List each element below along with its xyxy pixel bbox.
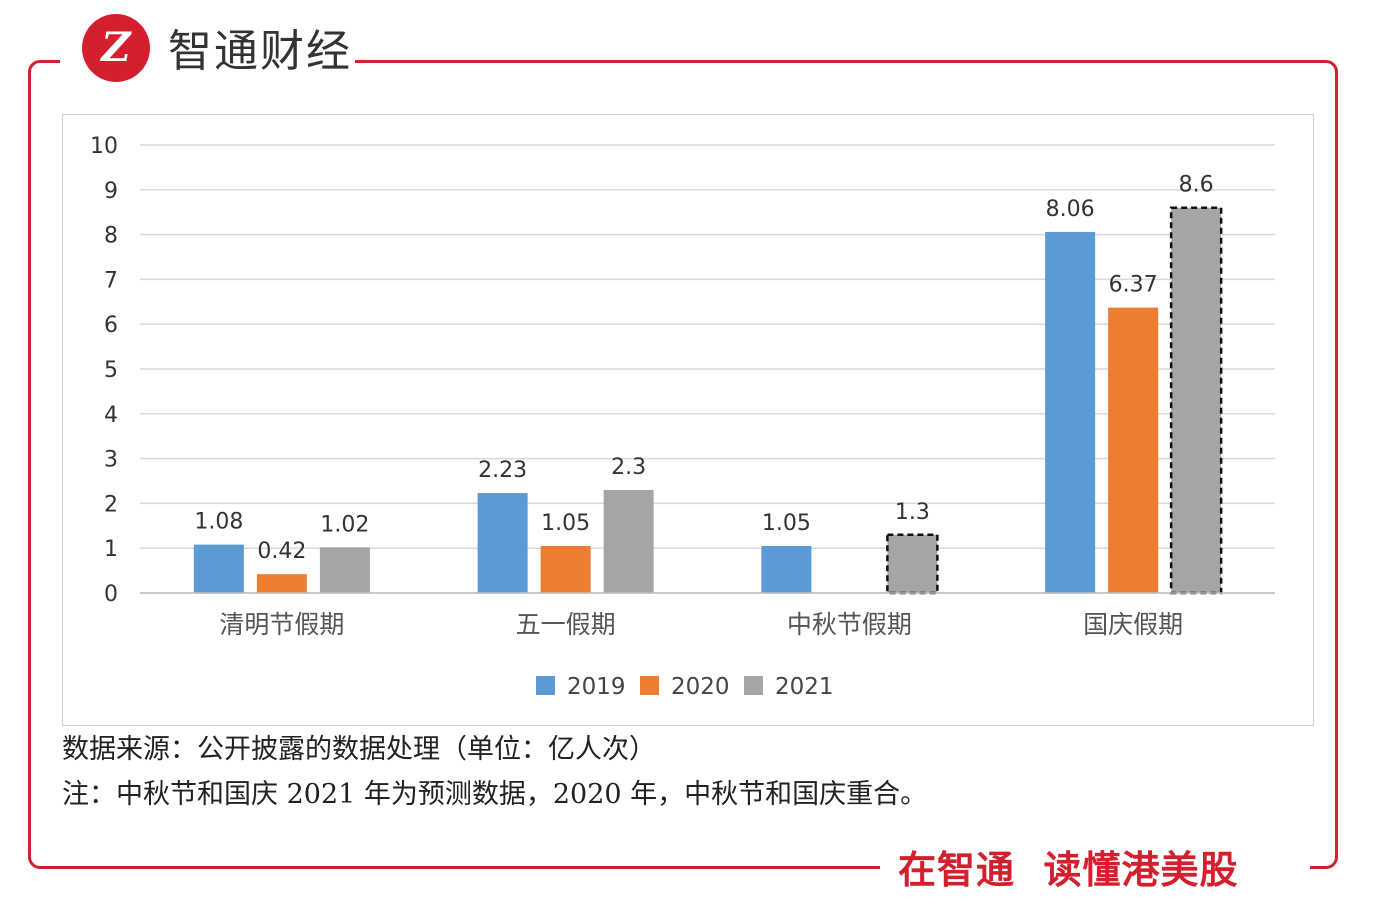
bar-2020 [256, 574, 307, 593]
data-label: 1.05 [541, 511, 590, 536]
bar-2019 [761, 545, 812, 593]
remark-note: 注：中秋节和国庆 2021 年为预测数据，2020 年，中秋节和国庆重合。 [62, 779, 928, 810]
legend-label: 2021 [775, 674, 834, 700]
bar-2021 [603, 489, 654, 593]
logo-glyph: Z [101, 24, 131, 71]
data-label: 1.02 [320, 512, 369, 537]
data-label: 2.3 [611, 455, 646, 480]
chart-area [62, 114, 1314, 726]
legend-swatch-2021 [744, 676, 763, 695]
data-label: 8.6 [1179, 173, 1214, 198]
bar-2020 [540, 545, 591, 593]
y-tick-label: 7 [104, 268, 118, 293]
bar-2019 [193, 544, 244, 593]
bar-2019 [477, 493, 528, 593]
slogan-background [880, 845, 1310, 895]
bar-2021 [886, 533, 939, 595]
data-label: 0.42 [257, 539, 306, 564]
y-tick-label: 0 [104, 582, 118, 607]
legend-label: 2020 [671, 674, 730, 700]
data-label: 2.23 [478, 458, 527, 483]
y-tick-label: 9 [104, 179, 118, 204]
legend-label: 2019 [567, 674, 626, 700]
data-label: 1.05 [762, 511, 811, 536]
y-tick-label: 3 [104, 448, 118, 473]
data-label: 6.37 [1109, 273, 1158, 298]
bar-2019 [1045, 231, 1096, 594]
data-label: 1.3 [895, 500, 930, 525]
logo-icon: Z [82, 14, 150, 82]
x-tick-label: 五一假期 [516, 610, 616, 639]
y-tick-label: 4 [104, 403, 118, 428]
y-tick-label: 10 [90, 134, 118, 159]
legend-swatch-2020 [640, 676, 659, 695]
y-tick-label: 6 [104, 313, 118, 338]
x-tick-label: 中秋节假期 [787, 610, 912, 639]
legend-swatch-2019 [536, 676, 555, 695]
frame-border [28, 60, 1338, 869]
bar-2021 [319, 547, 370, 593]
x-tick-label: 清明节假期 [219, 610, 344, 639]
brand-name: 智通财经 [168, 26, 352, 77]
data-label: 8.06 [1046, 197, 1095, 222]
source-note: 数据来源：公开披露的数据处理（单位：亿人次） [62, 734, 656, 765]
x-tick-label: 国庆假期 [1083, 610, 1183, 639]
slogan: 在智通 读懂港美股 [898, 848, 1239, 892]
y-tick-label: 2 [104, 492, 118, 517]
data-label: 1.08 [194, 510, 243, 535]
bar-2020 [1108, 307, 1159, 593]
y-tick-label: 5 [104, 358, 118, 383]
y-tick-label: 8 [104, 224, 118, 249]
bar-2021 [1169, 206, 1223, 595]
y-tick-label: 1 [104, 537, 118, 562]
